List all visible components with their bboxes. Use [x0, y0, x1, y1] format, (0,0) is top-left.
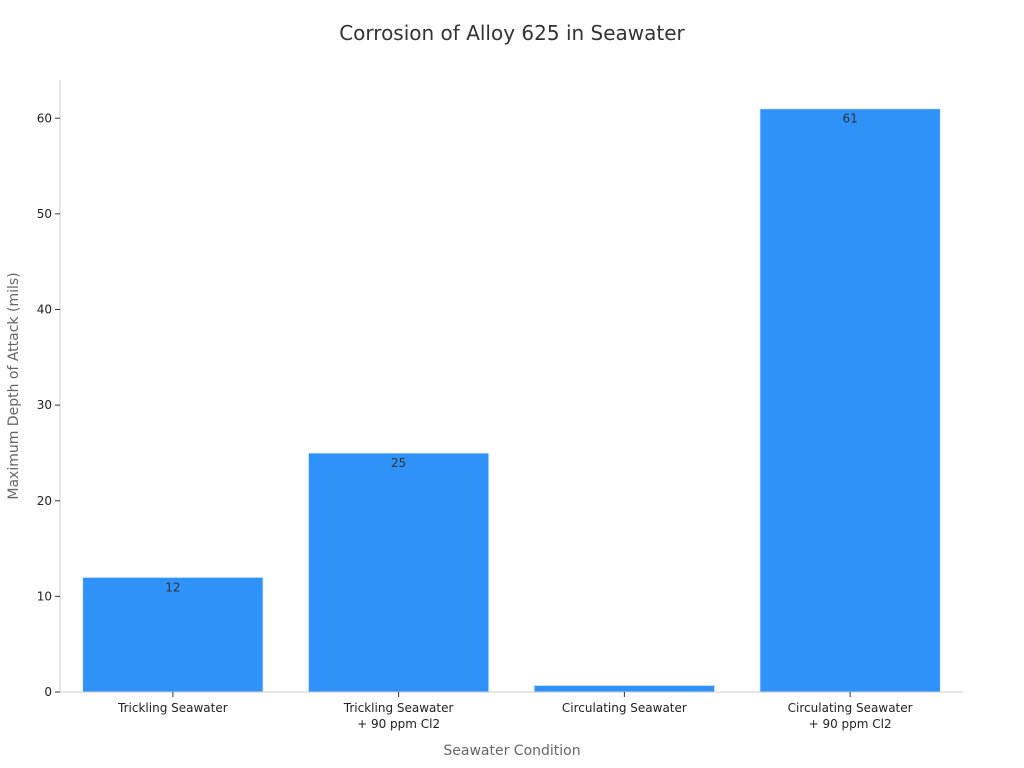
bar	[759, 108, 941, 693]
y-tick-label: 0	[44, 685, 52, 699]
y-tick-label: 50	[37, 207, 52, 221]
y-axis: 0 10 20 30 40 50 60	[37, 80, 61, 699]
x-tick-label: Circulating Seawater	[562, 701, 687, 715]
bar-value-label: 12	[165, 580, 180, 594]
x-axis-title: Seawater Condition	[443, 743, 580, 759]
bar-value-label: 61	[842, 112, 857, 126]
y-tick-label: 10	[37, 589, 52, 603]
chart-title: Corrosion of Alloy 625 in Seawater	[339, 21, 685, 45]
bar	[307, 452, 490, 693]
data-labels-group: 12 25 61	[165, 112, 858, 595]
y-tick-label: 20	[37, 494, 52, 508]
x-tick-label: Trickling Seawater	[117, 701, 228, 715]
x-axis: Trickling Seawater Trickling Seawater + 90…	[60, 691, 963, 731]
x-tick-label: Trickling Seawater + 90 ppm Cl2	[343, 701, 454, 731]
x-tick-label: Circulating Seawater + 90 ppm Cl2	[788, 701, 913, 731]
y-tick-label: 30	[37, 398, 52, 412]
bars-group	[82, 108, 941, 693]
y-tick-label: 60	[37, 111, 52, 125]
y-tick-label: 40	[37, 303, 52, 317]
bar	[82, 576, 264, 693]
bar	[533, 684, 716, 693]
bar-value-label: 25	[391, 456, 406, 470]
y-axis-title: Maximum Depth of Attack (mils)	[6, 272, 22, 499]
